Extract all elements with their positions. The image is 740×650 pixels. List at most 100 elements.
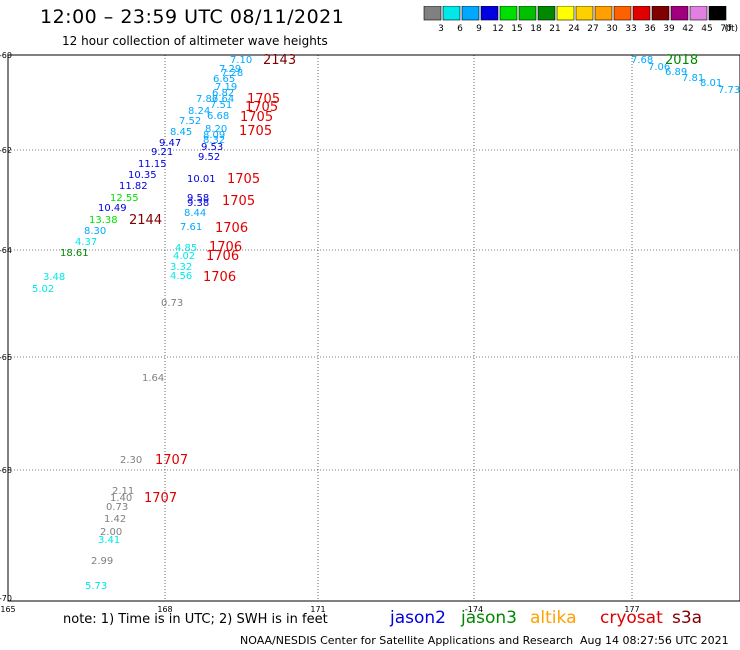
wave-height-label: 13.38 [89,215,118,226]
legend-swatch [442,6,461,21]
legend-label: 33 [625,24,636,34]
chart-title: 12:00 – 23:59 UTC 08/11/2021 [40,6,345,28]
wave-height-label: 7.81 [682,73,704,84]
wave-height-label: 1.64 [142,373,164,384]
wave-height-label: 8.45 [170,127,192,138]
legend-label: 27 [587,24,598,34]
wave-height-label: 12.55 [110,193,139,204]
wave-height-label: 9.52 [198,152,220,163]
lat-tick-label: -62 [0,146,12,155]
wave-height-label: 10.49 [98,203,127,214]
legend-label: 24 [568,24,580,34]
wave-height-label: 7.51 [210,100,232,111]
wave-height-label: 9.53 [201,142,223,153]
wave-height-label: 2.11 [112,486,134,497]
legend-unit: (ft) [724,24,738,34]
pass-time-label: 1707 [155,453,188,468]
wave-height-label: 4.56 [170,271,192,282]
legend-swatch [423,6,442,21]
wave-height-label: 11.15 [138,159,167,170]
legend-swatch [689,6,708,21]
legend-swatch [708,6,727,21]
wave-height-label: 7.06 [648,62,670,73]
legend-swatch [556,6,575,21]
legend-swatch [613,6,632,21]
legend-s3a: s3a [672,608,703,628]
wave-height-label: 8.24 [188,106,210,117]
lon-tick-label: 168 [157,605,172,614]
legend-label: 39 [663,24,675,34]
pass-time-label: 1705 [227,172,260,187]
legend-label: 21 [549,24,560,34]
wave-height-label: 9.21 [151,147,173,158]
wave-height-label: 7.10 [230,55,252,66]
lat-tick-label: -64 [0,246,12,255]
wave-height-label: 8.30 [84,226,106,237]
pass-time-label: 1707 [144,491,177,506]
wave-height-label: 5.73 [85,581,107,592]
legend-swatch [632,6,651,21]
map-frame [7,54,740,602]
wave-height-label: 10.35 [128,170,157,181]
pass-time-label: 1705 [240,110,273,125]
legend-swatch [651,6,670,21]
legend-label: 70 [720,24,732,34]
pass-time-label: 1705 [245,100,278,115]
lon-tick-label: 177 [624,605,639,614]
pass-time-label: 1706 [209,240,242,255]
wave-height-label: 0.73 [106,502,128,513]
lat-tick-label: -60 [0,51,12,60]
wave-height-label: 10.01 [187,174,216,185]
legend-altika: altika [530,608,577,628]
wave-height-label: 3.32 [170,262,192,273]
wave-height-label: 7.64 [212,94,234,105]
wave-height-label: 11.82 [119,181,148,192]
wave-height-label: 9.58 [187,193,209,204]
chart-subtitle: 12 hour collection of altimeter wave hei… [62,34,328,48]
wave-height-label: 8.44 [184,208,206,219]
legend-cryosat: cryosat [600,608,663,628]
legend-label: 42 [682,24,693,34]
wave-height-label: 8.01 [700,78,722,89]
legend-swatch [537,6,556,21]
wave-height-label: 7.29 [219,64,241,75]
legend-swatch [461,6,480,21]
wave-height-label: 4.85 [175,243,197,254]
pass-time-label: 1706 [203,270,236,285]
wave-height-label: 5.02 [32,284,54,295]
legend-label: 18 [530,24,542,34]
legend-label: 30 [606,24,618,34]
wave-height-label: 8.20 [205,124,227,135]
wave-height-label: 7.73 [718,85,740,96]
legend-label: 45 [701,24,712,34]
pass-time-label: 1706 [215,221,248,236]
pass-time-label: 2143 [263,53,296,68]
wave-height-label: 7.28 [221,68,243,79]
pass-time-label: 1705 [247,92,280,107]
wave-height-label: 6.89 [665,67,687,78]
lon-tick-label: 171 [310,605,325,614]
legend-jason2: jason2 [390,608,446,628]
wave-height-label: 0.73 [161,298,183,309]
lon-tick-label: -174 [465,605,483,614]
lat-tick-label: -70 [0,594,12,603]
wave-height-label: 3.48 [43,272,65,283]
lat-tick-label: -68 [0,466,12,475]
pass-time-label: 2018 [665,53,698,68]
pass-time-label: 1705 [239,124,272,139]
wave-height-label: 8.09 [203,130,225,141]
wave-height-label: 7.68 [631,55,653,66]
wave-height-label: 6.82 [212,88,234,99]
wave-height-label: 1.40 [110,493,132,504]
wave-height-label: 7.86 [196,94,218,105]
legend-swatch [518,6,537,21]
legend-swatch [480,6,499,21]
pass-time-label: 1706 [206,249,239,264]
wave-height-label: 4.37 [75,237,97,248]
legend-swatch [499,6,518,21]
legend-jason3: jason3 [461,608,517,628]
pass-time-label: 2144 [129,213,162,228]
legend-label: 15 [511,24,522,34]
legend-label: 3 [438,24,444,34]
